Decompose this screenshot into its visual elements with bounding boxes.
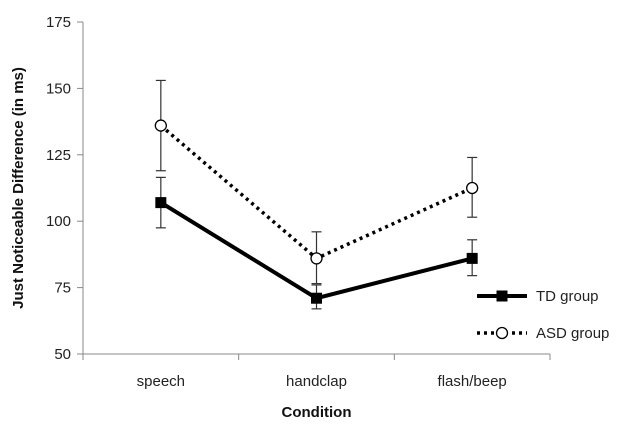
x-tick-label: handclap	[286, 373, 347, 390]
legend-marker	[495, 326, 509, 340]
plot-area	[154, 79, 479, 310]
x-tick-label: flash/beep	[438, 373, 507, 390]
data-point	[154, 119, 167, 132]
y-tick-label: 175	[46, 14, 71, 31]
x-tick-label: speech	[137, 373, 185, 390]
legend-item: ASD group	[477, 325, 609, 342]
legend-label: ASD group	[536, 325, 609, 342]
data-point	[466, 181, 479, 195]
series-asd-group	[154, 79, 479, 285]
legend-label: TD group	[536, 288, 599, 305]
y-tick-label: 100	[46, 213, 71, 230]
y-axis: 50 75 100 125 150 175	[46, 14, 84, 363]
data-point	[155, 197, 167, 209]
legend-marker	[496, 290, 508, 302]
y-tick-label: 150	[46, 80, 71, 97]
legend: TD group ASD group	[477, 288, 609, 342]
y-tick-label: 50	[54, 346, 71, 363]
y-axis-title: Just Noticeable Difference (in ms)	[10, 67, 27, 309]
legend-item: TD group	[477, 288, 599, 305]
y-tick-label: 75	[54, 280, 71, 297]
data-point	[311, 292, 322, 304]
data-point	[466, 252, 478, 264]
y-tick-label: 125	[46, 147, 71, 164]
series-td-group	[155, 176, 478, 310]
x-axis-title: Condition	[282, 404, 352, 421]
data-point	[310, 252, 323, 265]
x-axis: speech handclap flash/beep	[82, 353, 551, 390]
